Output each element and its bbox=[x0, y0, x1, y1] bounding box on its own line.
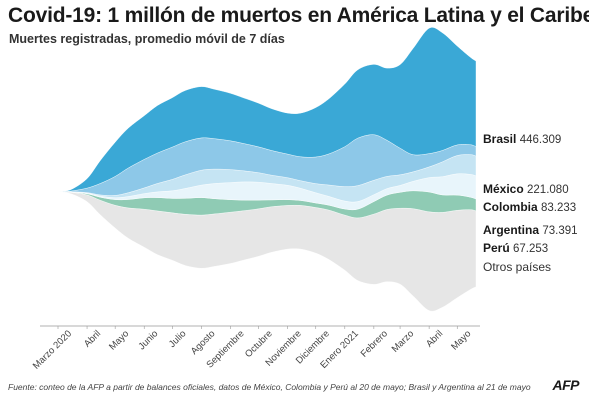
x-tick-label: Mayo bbox=[449, 328, 473, 352]
series-label-colombia: Colombia 83.233 bbox=[483, 200, 576, 214]
stream-area-brasil bbox=[57, 27, 477, 193]
x-axis-ticks: Marzo 2020 Abril Mayo Junio Julio AgostoSepti… bbox=[31, 326, 473, 372]
series-label-brasil: Brasil 446.309 bbox=[483, 132, 561, 146]
afp-logo: AFP bbox=[552, 377, 580, 393]
chart-subtitle: Muertes registradas, promedio móvil de 7… bbox=[9, 32, 285, 46]
series-label-m-xico: México 221.080 bbox=[483, 182, 569, 196]
x-tick-label: Marzo bbox=[390, 328, 416, 354]
source-note: Fuente: conteo de la AFP a partir de bal… bbox=[8, 382, 531, 392]
series-labels: Brasil 446.309 México 221.080 Colombia 83.… bbox=[483, 132, 578, 274]
x-tick-label: Abril bbox=[424, 328, 445, 349]
x-tick-label: Mayo bbox=[107, 328, 131, 352]
x-tick-label: Julio bbox=[167, 328, 189, 350]
x-tick-label: Febrero bbox=[359, 328, 390, 359]
stream-area-otros-pa-ses bbox=[57, 191, 477, 312]
stream-areas bbox=[57, 27, 477, 312]
x-tick-label: Abril bbox=[82, 328, 103, 349]
series-label-per-: Perú 67.253 bbox=[483, 241, 548, 255]
x-tick-label: Junio bbox=[137, 328, 161, 352]
series-label-argentina: Argentina 73.391 bbox=[483, 223, 578, 237]
series-label-otros-pa-ses: Otros países bbox=[483, 260, 551, 274]
x-tick-label: Marzo 2020 bbox=[31, 328, 74, 371]
chart-title: Covid-19: 1 millón de muertos en América… bbox=[8, 4, 589, 27]
